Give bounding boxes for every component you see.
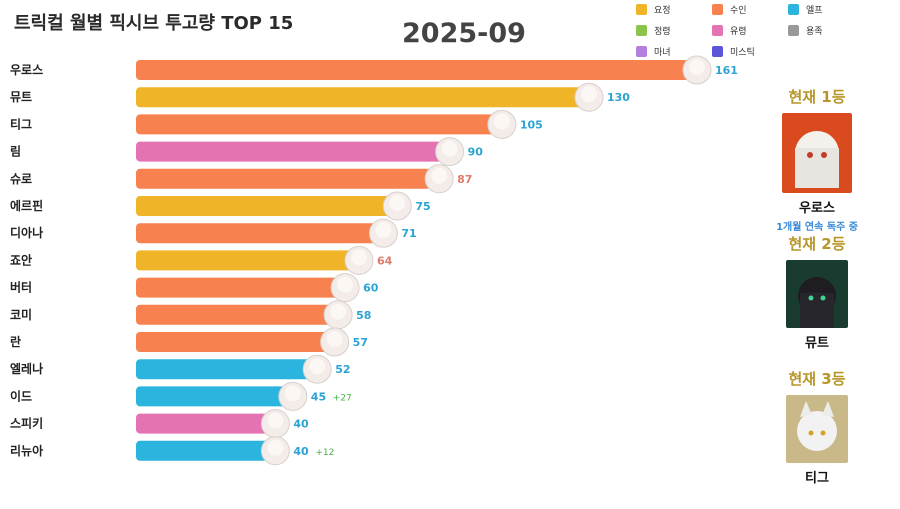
rank-2-title: 현재 2등 — [788, 235, 846, 253]
value-label: 71 — [401, 227, 416, 240]
character-avatar-face — [389, 195, 406, 211]
legend-item: 정령 — [636, 24, 671, 37]
category-label: 엘레나 — [10, 361, 43, 376]
bar — [136, 141, 450, 162]
rank-2-portrait — [786, 260, 848, 328]
legend-swatch — [788, 25, 799, 36]
value-label: 40 — [293, 445, 309, 458]
rank-1-name: 우로스 — [799, 201, 835, 216]
character-avatar-face — [267, 439, 284, 456]
rank-3-portrait — [786, 395, 848, 463]
bar — [136, 223, 384, 244]
category-label: 란 — [10, 334, 21, 349]
bar — [136, 196, 398, 216]
character-avatar-face — [580, 86, 597, 103]
category-label: 림 — [10, 145, 21, 159]
rank-3-card: 현재 3등 티그 — [762, 368, 872, 486]
character-avatar-face — [309, 358, 326, 375]
category-label: 슈로 — [10, 172, 32, 186]
legend-item: 용족 — [788, 24, 823, 37]
legend-item: 마녀 — [636, 45, 671, 58]
legend: 요정 수인 엘프 정령 유령 용족 마녀 미스틱 — [636, 3, 900, 63]
legend-swatch — [712, 4, 723, 15]
category-label: 티그 — [10, 116, 32, 131]
rank-2-card: 현재 2등 뮤트 — [762, 233, 872, 351]
value-label: 105 — [520, 118, 543, 131]
character-avatar-face — [326, 331, 343, 347]
value-label: 58 — [356, 309, 371, 322]
character-avatar-face — [431, 167, 448, 184]
legend-swatch — [636, 46, 647, 57]
category-label: 리뉴아 — [10, 443, 43, 458]
rank-1-portrait — [782, 113, 852, 193]
value-label: 40 — [293, 418, 309, 431]
character-avatar-face — [493, 113, 510, 130]
character-avatar-face — [330, 303, 347, 320]
legend-swatch — [636, 4, 647, 15]
bar-chart: 우로스 161 뮤트 130 티그 105 림 90 슈로 87 에르핀 75 디아나 71 죠안 64 버터 6… — [10, 55, 738, 466]
bar — [136, 168, 440, 189]
bar — [136, 60, 697, 80]
value-label: 75 — [415, 200, 430, 213]
character-avatar-face — [375, 222, 392, 239]
rank-3-name: 티그 — [805, 471, 829, 486]
rank-3-portrait-art — [797, 401, 837, 451]
category-label: 우로스 — [10, 63, 43, 77]
delta-label: +27 — [333, 393, 352, 403]
category-label: 이드 — [10, 388, 32, 403]
rank-1-card: 현재 1등 우로스 1개월 연속 독주 중 — [762, 86, 872, 233]
bar — [136, 440, 276, 461]
legend-item: 요정 — [636, 3, 671, 16]
value-label: 57 — [353, 336, 368, 349]
legend-item: 엘프 — [788, 3, 823, 16]
rank-1-portrait-art — [795, 131, 839, 188]
value-label: 60 — [363, 282, 379, 295]
value-label: 87 — [457, 173, 472, 186]
value-label: 130 — [607, 91, 630, 104]
character-avatar-face — [689, 59, 705, 75]
character-avatar-face — [441, 140, 458, 157]
legend-item: 미스틱 — [712, 45, 755, 58]
value-label: 52 — [335, 363, 350, 376]
bar — [136, 250, 360, 271]
category-label: 스피키 — [10, 416, 43, 431]
bar — [136, 332, 335, 352]
category-label: 죠안 — [10, 252, 32, 267]
bar — [136, 277, 346, 298]
chart-title: 트릭컬 월별 픽시브 투고량 TOP 15 — [14, 13, 294, 34]
rank-1-streak: 1개월 연속 독주 중 — [776, 222, 858, 233]
delta-label: +12 — [315, 448, 334, 458]
category-label: 디아나 — [10, 225, 43, 240]
value-label: 64 — [377, 254, 393, 267]
legend-swatch — [636, 25, 647, 36]
value-label: 161 — [715, 64, 738, 77]
value-label: 45 — [311, 390, 326, 403]
category-label: 버터 — [10, 280, 32, 295]
bar — [136, 359, 318, 380]
rank-1-title: 현재 1등 — [788, 88, 846, 106]
period-label: 2025-09 — [402, 18, 526, 49]
character-avatar-face — [267, 412, 284, 429]
legend-swatch — [712, 25, 723, 36]
legend-item: 수인 — [712, 3, 747, 16]
value-label: 90 — [468, 146, 484, 159]
character-avatar-face — [351, 249, 368, 266]
category-label: 코미 — [10, 307, 32, 322]
bar — [136, 87, 589, 108]
legend-item: 유령 — [712, 24, 747, 37]
character-avatar-face — [284, 385, 301, 402]
legend-swatch — [788, 4, 799, 15]
character-avatar-face — [337, 276, 354, 293]
legend-swatch — [712, 46, 723, 57]
bar — [136, 304, 339, 325]
rank-2-name: 뮤트 — [805, 336, 829, 351]
rank-3-title: 현재 3등 — [788, 370, 846, 388]
bar — [136, 114, 502, 135]
category-label: 에르핀 — [10, 198, 43, 213]
bar — [136, 413, 276, 434]
category-label: 뮤트 — [10, 90, 32, 104]
bar — [136, 386, 293, 407]
rank-2-portrait-art — [798, 277, 836, 328]
